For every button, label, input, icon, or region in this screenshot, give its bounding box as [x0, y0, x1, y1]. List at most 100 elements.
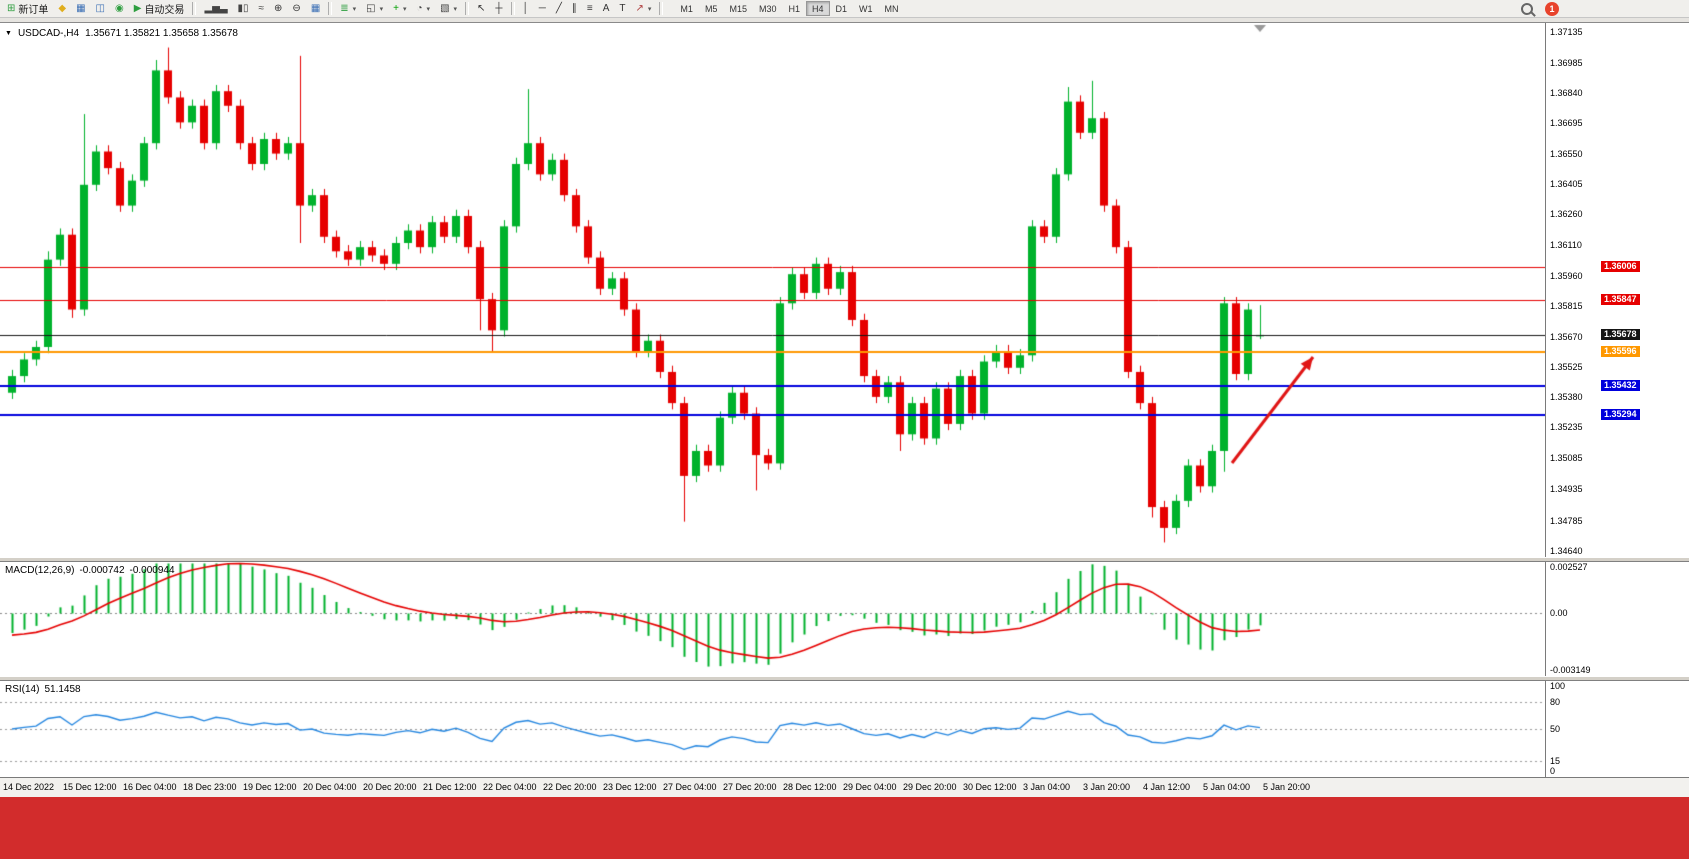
timeframe-mn-button[interactable]: MN — [884, 3, 899, 14]
main-chart-canvas[interactable] — [0, 23, 1545, 557]
price-axis-label: 1.36840 — [1550, 88, 1583, 99]
timeframe-d1-button[interactable]: D1 — [835, 3, 848, 14]
price-axis-label: 1.36985 — [1550, 58, 1583, 69]
price-axis-label: 1.35380 — [1550, 391, 1583, 402]
macd-params: MACD(12,26,9) — [5, 565, 75, 576]
macd-canvas[interactable] — [0, 562, 1545, 676]
panel-separator[interactable] — [0, 557, 1689, 562]
rsi-axis: 100 80 50 15 0 — [1545, 681, 1689, 777]
price-level-tag[interactable]: 1.35294 — [1601, 408, 1640, 420]
autotrade-button[interactable]: ▶ 自动交易 — [129, 0, 190, 18]
price-level-tag[interactable]: 1.36006 — [1601, 260, 1640, 272]
chart-windows-button[interactable]: ◱ ▾ — [361, 0, 388, 18]
zoom-out-button[interactable]: ⊖ — [287, 0, 305, 18]
cursor-icon: ↖ — [477, 2, 486, 14]
dropdown-caret-icon: ▾ — [647, 5, 652, 13]
price-level-tag[interactable]: 1.35596 — [1601, 345, 1640, 357]
time-axis-label: 4 Jan 12:00 — [1143, 782, 1191, 792]
time-axis-label: 22 Dec 04:00 — [483, 782, 537, 792]
timeframe-h1-button[interactable]: H1 — [788, 3, 800, 14]
time-axis-label: 3 Jan 20:00 — [1083, 782, 1131, 792]
styler-icon: ◆ — [58, 2, 67, 14]
timeframe-m15-button[interactable]: M15 — [729, 3, 747, 14]
rsi-axis-label: 80 — [1550, 697, 1561, 707]
timeframe-w1-button[interactable]: W1 — [859, 3, 873, 14]
cursor-button[interactable]: ↖ — [472, 0, 490, 18]
styler-button[interactable]: ◆ — [53, 0, 71, 18]
horizontal-line-button[interactable]: ─ — [534, 0, 551, 18]
channel-button[interactable]: ∥ — [567, 0, 582, 18]
price-level-tag[interactable]: 1.35432 — [1601, 380, 1640, 392]
toolbar-separator — [192, 2, 197, 15]
price-axis-label: 1.34935 — [1550, 484, 1583, 495]
toolbar-items: ⊞ 新订单 ◆ ▦ ◫ ◉ ▶ 自动交易 ▂▅▃ ▮▯ ≈ ⊕ ⊖ ▦ ≣ ▾ ◱ ▾ + ▾ ◔ ▾ ▧ ▾ ↖ ┼ │ ─ ╱ ∥ ≡ A… — [2, 0, 666, 18]
price-axis-label: 1.35525 — [1550, 361, 1583, 372]
timeframe-m5-button[interactable]: M5 — [704, 3, 718, 14]
rsi-canvas[interactable] — [0, 681, 1545, 777]
timeframe-h4-button[interactable]: H4 — [806, 1, 830, 16]
rsi-params: RSI(14) — [5, 684, 40, 695]
indicators-icon: ≣ — [340, 2, 349, 14]
crosshair-button[interactable]: ┼ — [490, 0, 507, 18]
price-axis-label: 1.35235 — [1550, 422, 1583, 433]
label-button[interactable]: T — [614, 0, 630, 18]
price-axis-label: 1.36260 — [1550, 208, 1583, 219]
indicators-button[interactable]: ≣ ▾ — [335, 0, 361, 18]
macd-signal-value: -0.000944 — [129, 565, 175, 576]
macd-main-value: -0.000742 — [79, 565, 125, 576]
time-axis[interactable]: 14 Dec 2022 15 Dec 12:00 16 Dec 04:00 18 De… — [0, 777, 1689, 797]
dropdown-caret-icon: ▾ — [426, 5, 431, 13]
time-axis-label: 27 Dec 04:00 — [663, 782, 717, 792]
text-button[interactable]: A — [598, 0, 615, 18]
fibonacci-button[interactable]: ≡ — [582, 0, 598, 18]
periods-button[interactable]: ◔ ▾ — [412, 0, 436, 18]
new-order-button[interactable]: ⊞ 新订单 — [2, 0, 53, 18]
price-level-tag[interactable]: 1.35847 — [1601, 293, 1640, 305]
price-axis: 1.37135 1.36985 1.36840 1.36695 1.36550 1.364… — [1545, 23, 1689, 557]
line-chart-button[interactable]: ≈ — [254, 0, 270, 18]
data-window-button[interactable]: ◫ — [91, 0, 110, 18]
profiles-button[interactable]: ▦ — [71, 0, 90, 18]
price-axis-label: 1.35960 — [1550, 271, 1583, 282]
timeframe-m30-button[interactable]: M30 — [758, 3, 777, 14]
price-axis-label: 1.36110 — [1550, 240, 1582, 251]
notification-badge[interactable]: 1 — [1545, 1, 1559, 16]
chart-title: ▼ USDCAD-,H4 1.35671 1.35821 1.35658 1.3… — [5, 28, 238, 39]
timeframe-toolbar: M1 M5 M15 M30 H1 H4 D1 W1 MN — [674, 1, 904, 16]
timeframe-m1-button[interactable]: M1 — [680, 3, 693, 14]
vertical-line-button[interactable]: │ — [518, 0, 534, 18]
panel-separator[interactable] — [0, 676, 1689, 681]
time-axis-label: 28 Dec 12:00 — [783, 782, 837, 792]
line-chart-icon: ≈ — [258, 2, 265, 14]
trendline-button[interactable]: ╱ — [551, 0, 567, 18]
bar-chart-button[interactable]: ▂▅▃ — [199, 0, 232, 18]
candlestick-chart-button[interactable]: ▮▯ — [233, 0, 254, 18]
label-icon: T — [619, 2, 626, 14]
toolbar-separator — [465, 2, 470, 15]
channel-icon: ∥ — [571, 2, 577, 14]
autotrade-icon: ▶ — [133, 2, 142, 14]
price-axis-label: 1.36405 — [1550, 178, 1583, 189]
search-icon[interactable] — [1521, 2, 1533, 15]
add-indicator-button[interactable]: + ▾ — [388, 0, 411, 18]
fibonacci-icon: ≡ — [586, 2, 593, 14]
price-axis-label: 1.35670 — [1550, 331, 1583, 342]
time-axis-label: 23 Dec 12:00 — [603, 782, 657, 792]
bar-chart-icon: ▂▅▃ — [204, 2, 228, 14]
zoom-in-button[interactable]: ⊕ — [269, 0, 287, 18]
arrows-button[interactable]: ↗ ▾ — [631, 0, 657, 18]
tile-windows-icon: ▦ — [310, 2, 321, 14]
chart-dropdown-icon[interactable]: ▼ — [5, 30, 12, 37]
tile-windows-button[interactable]: ▦ — [306, 0, 325, 18]
templates-button[interactable]: ▧ ▾ — [435, 0, 462, 18]
rsi-axis-label: 100 — [1550, 681, 1566, 691]
sound-button[interactable]: ◉ — [110, 0, 129, 18]
new-order-button-label: 新订单 — [18, 5, 49, 16]
crosshair-icon: ┼ — [495, 2, 503, 14]
time-axis-label: 20 Dec 20:00 — [363, 782, 417, 792]
profiles-icon: ▦ — [76, 2, 86, 14]
time-axis-label: 19 Dec 12:00 — [243, 782, 297, 792]
price-level-tag[interactable]: 1.35678 — [1601, 328, 1640, 340]
rsi-axis-label: 15 — [1550, 755, 1561, 766]
arrows-icon: ↗ — [635, 2, 644, 14]
